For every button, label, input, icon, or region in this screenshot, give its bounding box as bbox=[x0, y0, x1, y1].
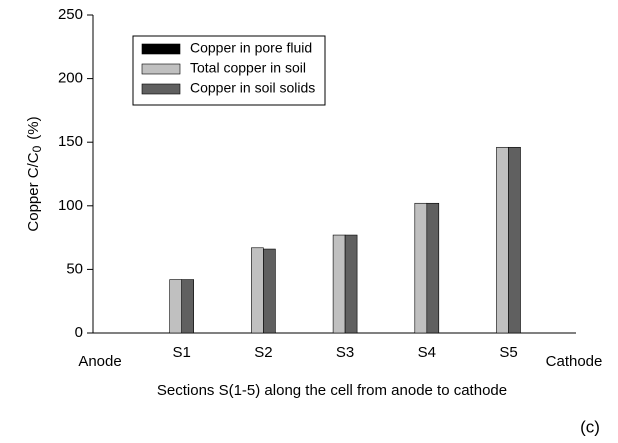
legend-swatch bbox=[141, 63, 181, 75]
x-tick-label: S4 bbox=[418, 344, 436, 361]
bar bbox=[414, 202, 428, 334]
bar bbox=[508, 146, 521, 334]
bar bbox=[181, 279, 194, 334]
x-tick-label: S1 bbox=[173, 344, 191, 361]
y-tick-label: 0 bbox=[75, 324, 83, 341]
y-axis-label: Copper C/C0 (%) bbox=[25, 116, 44, 231]
legend-swatch bbox=[141, 83, 181, 95]
x-axis-label: Sections S(1-5) along the cell from anod… bbox=[157, 382, 507, 399]
bar bbox=[426, 202, 440, 334]
x-tick-label: S2 bbox=[254, 344, 272, 361]
x-tick-label: Anode bbox=[78, 353, 121, 370]
legend-label: Copper in soil solids bbox=[190, 80, 315, 96]
bar bbox=[169, 279, 182, 334]
bar bbox=[496, 146, 509, 334]
legend-label: Copper in pore fluid bbox=[190, 40, 312, 56]
y-label-sub: 0 bbox=[30, 145, 44, 152]
legend-swatch bbox=[141, 43, 181, 55]
y-tick-label: 100 bbox=[58, 197, 83, 214]
x-tick-label: S5 bbox=[499, 344, 517, 361]
bar bbox=[263, 248, 276, 334]
y-tick-label: 50 bbox=[66, 260, 83, 277]
y-tick-label: 200 bbox=[58, 70, 83, 87]
annotation: (c) bbox=[580, 417, 600, 436]
bar bbox=[332, 234, 346, 334]
x-tick-label: Cathode bbox=[546, 353, 603, 370]
bar bbox=[344, 234, 358, 334]
y-tick-label: 250 bbox=[58, 6, 83, 23]
y-tick-label: 150 bbox=[58, 133, 83, 150]
bar bbox=[251, 247, 264, 334]
x-tick-label: S3 bbox=[336, 344, 354, 361]
y-label-main: Copper C/C bbox=[25, 152, 42, 231]
y-label-unit: (%) bbox=[25, 116, 42, 139]
legend-label: Total copper in soil bbox=[190, 60, 306, 76]
